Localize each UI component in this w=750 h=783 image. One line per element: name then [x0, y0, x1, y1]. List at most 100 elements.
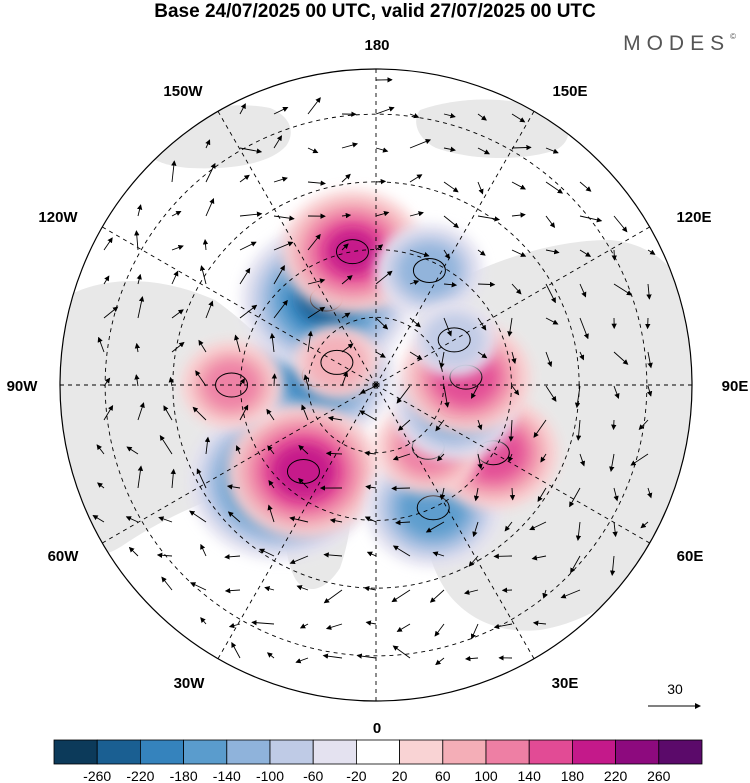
- wind-arrow: [137, 465, 144, 489]
- wind-arrow: [170, 468, 176, 489]
- wind-arrow: [638, 419, 649, 431]
- anomaly-isoline: [320, 349, 354, 375]
- colorbar-tick-label: 60: [435, 768, 451, 783]
- wind-arrow: [307, 278, 326, 285]
- anomaly-isoline: [335, 239, 369, 265]
- label-150w: 150W: [163, 83, 203, 100]
- wind-arrow: [299, 623, 309, 629]
- colorbar-swatch: [312, 739, 357, 765]
- wind-arrow: [103, 237, 113, 251]
- wind-arrow: [473, 487, 480, 502]
- wind-arrow: [134, 230, 140, 251]
- wind-arrow: [303, 374, 309, 387]
- wind-arrow: [391, 589, 411, 603]
- wind-arrow: [363, 585, 377, 592]
- label-60e: 60E: [677, 548, 704, 565]
- wind-arrow: [409, 317, 421, 328]
- wind-arrow: [134, 342, 141, 353]
- wind-arrow: [273, 135, 283, 149]
- wind-arrow: [443, 113, 456, 119]
- wind-arrow: [271, 373, 278, 387]
- colorbar-tick-label: -140: [213, 768, 241, 783]
- wind-arrow: [171, 244, 184, 251]
- wind-arrow: [511, 351, 517, 364]
- wind-arrow: [425, 521, 445, 533]
- wind-arrow: [199, 265, 207, 285]
- colorbar-swatch: [615, 739, 660, 765]
- colorbar-tick-label: 220: [604, 768, 628, 783]
- colorbar-tick-label: -100: [256, 768, 284, 783]
- wind-arrow: [443, 282, 458, 288]
- wind-arrow: [409, 211, 424, 217]
- wind-arrow: [273, 264, 285, 285]
- wind-arrow: [325, 450, 343, 457]
- wind-arrow: [511, 181, 526, 190]
- wind-arrow: [392, 453, 411, 461]
- wind-arrow: [103, 377, 111, 387]
- wind-arrow: [409, 174, 423, 183]
- wind-arrow: [103, 306, 119, 319]
- label-30e: 30E: [552, 675, 579, 692]
- wind-arrow: [163, 405, 173, 421]
- wind-arrow: [239, 404, 249, 421]
- wind-arrow: [545, 385, 557, 402]
- wind-arrow: [435, 657, 445, 666]
- wind-arrow: [289, 516, 309, 523]
- wind-arrow: [434, 623, 445, 637]
- wind-arrow: [224, 554, 241, 560]
- wind-arrow: [171, 341, 185, 353]
- wind-arrow: [267, 504, 275, 523]
- wind-arrow: [647, 385, 653, 397]
- wind-arrow: [273, 299, 288, 319]
- wind-arrow: [239, 147, 263, 154]
- wind-arrow: [228, 622, 241, 629]
- wind-arrow: [439, 351, 445, 369]
- colorbar-swatch: [485, 739, 530, 765]
- wind-arrow: [273, 241, 294, 251]
- wind-arrow: [570, 555, 581, 574]
- anomaly-contour: [327, 229, 378, 274]
- wind-arrow: [477, 113, 487, 121]
- colorbar-swatch: [139, 739, 184, 765]
- wind-arrow: [470, 623, 479, 640]
- wind-arrow: [579, 249, 592, 257]
- wind-arrow: [189, 510, 207, 523]
- wind-arrow: [327, 415, 343, 422]
- wind-arrow: [134, 374, 140, 387]
- colorbar-swatch: [572, 739, 617, 765]
- wind-reference-legend: 30: [648, 681, 701, 709]
- wind-arrow: [613, 351, 629, 365]
- wind-arrow: [575, 419, 582, 441]
- label-120e: 120E: [676, 209, 711, 226]
- wind-arrow: [289, 555, 309, 565]
- wind-arrow: [359, 385, 377, 394]
- wind-arrow: [477, 147, 490, 155]
- wind-arrow: [266, 652, 275, 659]
- wind-arrow: [341, 312, 351, 319]
- wind-arrow: [365, 620, 377, 626]
- anomaly-contour: [398, 243, 461, 298]
- wind-arrow: [364, 450, 377, 456]
- colorbar-tick-label: 180: [561, 768, 585, 783]
- wind-arrow: [325, 623, 343, 630]
- wind-arrow: [128, 546, 139, 557]
- colorbar-tick-label: -260: [83, 768, 111, 783]
- wind-arrow: [205, 198, 215, 217]
- wind-arrow: [136, 204, 143, 217]
- wind-arrow: [392, 545, 411, 557]
- colorbar-tick-label: -60: [303, 768, 323, 783]
- wind-arrow: [171, 270, 179, 285]
- wind-arrow: [239, 241, 257, 251]
- colorbar-tick-label: 100: [474, 768, 498, 783]
- wind-arrow: [533, 419, 547, 438]
- wind-arrow: [156, 552, 173, 558]
- wind-arrow: [579, 283, 587, 298]
- wind-arrow: [364, 516, 377, 523]
- wind-arrow: [301, 404, 309, 421]
- wind-arrow: [579, 351, 585, 361]
- wind-arrow: [226, 484, 241, 490]
- wind-arrow: [266, 408, 275, 421]
- wind-arrow: [569, 487, 581, 508]
- colorbar-swatch: [528, 739, 573, 765]
- wind-arrow: [375, 244, 384, 251]
